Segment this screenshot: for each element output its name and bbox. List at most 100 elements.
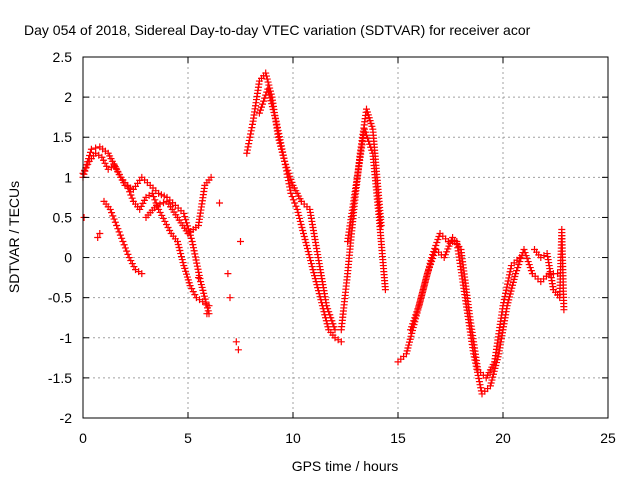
data-point-trace bbox=[307, 260, 315, 268]
data-point bbox=[323, 302, 331, 310]
data-point-trace bbox=[411, 314, 419, 322]
data-point-trace bbox=[505, 271, 513, 279]
data-point-trace bbox=[500, 296, 508, 304]
data-point bbox=[186, 282, 194, 290]
data-point-trace bbox=[287, 175, 295, 183]
data-point-trace bbox=[194, 265, 202, 273]
data-point-trace bbox=[305, 251, 313, 259]
data-point bbox=[360, 125, 368, 133]
data-point-trace bbox=[429, 255, 437, 263]
data-point-trace bbox=[514, 264, 522, 272]
data-point-trace bbox=[303, 245, 311, 253]
data-point-trace bbox=[111, 218, 119, 226]
data-point-trace bbox=[291, 199, 299, 207]
data-point-trace bbox=[288, 178, 296, 186]
y-tick-label: 2.5 bbox=[53, 49, 73, 65]
data-point-trace bbox=[368, 146, 376, 154]
data-point bbox=[94, 234, 102, 241]
data-point bbox=[174, 238, 181, 246]
data-point-trace bbox=[361, 128, 369, 136]
data-point-trace bbox=[412, 311, 420, 319]
x-tick-label: 5 bbox=[184, 430, 192, 446]
y-tick-label: -0.5 bbox=[48, 290, 72, 306]
data-point-trace bbox=[189, 244, 197, 252]
data-point-trace bbox=[140, 196, 148, 204]
data-point-trace bbox=[433, 239, 441, 247]
data-point bbox=[106, 205, 114, 213]
data-point-trace bbox=[409, 320, 417, 328]
data-point-trace bbox=[414, 305, 422, 313]
data-point-trace bbox=[285, 180, 293, 188]
data-point bbox=[113, 221, 121, 229]
data-point-trace bbox=[189, 241, 197, 249]
data-point bbox=[331, 326, 339, 334]
data-point-trace bbox=[277, 139, 285, 147]
data-point bbox=[520, 246, 528, 254]
data-point-trace bbox=[295, 211, 303, 219]
data-point-trace bbox=[128, 194, 136, 202]
data-point-trace bbox=[108, 209, 116, 217]
data-point bbox=[138, 270, 146, 278]
data-point-trace bbox=[193, 262, 201, 270]
data-point-trace bbox=[525, 261, 533, 269]
data-point-trace bbox=[408, 323, 416, 331]
data-point-trace bbox=[475, 375, 483, 383]
data-point-trace bbox=[278, 145, 286, 153]
data-point-trace bbox=[244, 143, 252, 151]
data-point-trace bbox=[127, 191, 135, 199]
data-point-trace bbox=[476, 381, 484, 389]
data-point-trace bbox=[502, 286, 510, 294]
data-point-trace bbox=[307, 257, 315, 265]
data-point-trace bbox=[288, 193, 296, 201]
data-point-trace bbox=[109, 212, 117, 220]
data-point-trace bbox=[182, 216, 190, 224]
data-point-trace bbox=[410, 317, 418, 325]
data-point-trace bbox=[500, 299, 508, 307]
data-point-trace bbox=[99, 156, 107, 164]
data-point-trace bbox=[248, 120, 256, 128]
data-point-trace bbox=[156, 200, 164, 208]
data-point-trace bbox=[297, 220, 305, 228]
data-point-trace bbox=[507, 265, 515, 273]
data-point bbox=[312, 278, 320, 286]
y-axis-label: SDTVAR / TECUs bbox=[6, 181, 22, 293]
data-point-trace bbox=[275, 133, 283, 141]
data-point bbox=[226, 294, 234, 302]
data-point-trace bbox=[302, 239, 310, 247]
data-point bbox=[243, 149, 251, 157]
data-point bbox=[232, 338, 240, 346]
data-point-trace bbox=[83, 161, 91, 169]
data-point-trace bbox=[189, 288, 197, 296]
data-point-trace bbox=[503, 283, 511, 291]
data-point bbox=[125, 254, 133, 262]
data-point-trace bbox=[365, 137, 373, 145]
data-point-trace bbox=[247, 127, 255, 135]
data-point-trace bbox=[296, 217, 304, 225]
x-tick-label: 20 bbox=[495, 430, 511, 446]
data-point-trace bbox=[92, 144, 100, 152]
data-point-trace bbox=[282, 160, 290, 168]
data-point-trace bbox=[127, 257, 135, 265]
data-point bbox=[516, 254, 524, 262]
data-point bbox=[512, 270, 520, 278]
data-point-trace bbox=[324, 305, 332, 313]
data-point-trace bbox=[364, 134, 372, 142]
data-point-trace bbox=[118, 234, 126, 242]
data-point-trace bbox=[84, 158, 92, 166]
data-point bbox=[381, 286, 389, 294]
data-point bbox=[423, 270, 431, 278]
data-point-trace bbox=[311, 275, 319, 283]
data-point bbox=[161, 217, 169, 225]
data-point-trace bbox=[506, 268, 514, 276]
data-point bbox=[155, 205, 163, 213]
data-point bbox=[96, 229, 104, 237]
data-point-trace bbox=[191, 253, 199, 261]
data-point-trace bbox=[426, 264, 433, 272]
y-tick-label: 0.5 bbox=[53, 209, 73, 225]
data-point-trace bbox=[259, 100, 267, 108]
data-point-trace bbox=[329, 320, 337, 328]
data-point-trace bbox=[300, 232, 308, 240]
data-point-trace bbox=[178, 256, 186, 264]
plot-frame bbox=[82, 56, 609, 419]
data-point-trace bbox=[292, 202, 300, 210]
